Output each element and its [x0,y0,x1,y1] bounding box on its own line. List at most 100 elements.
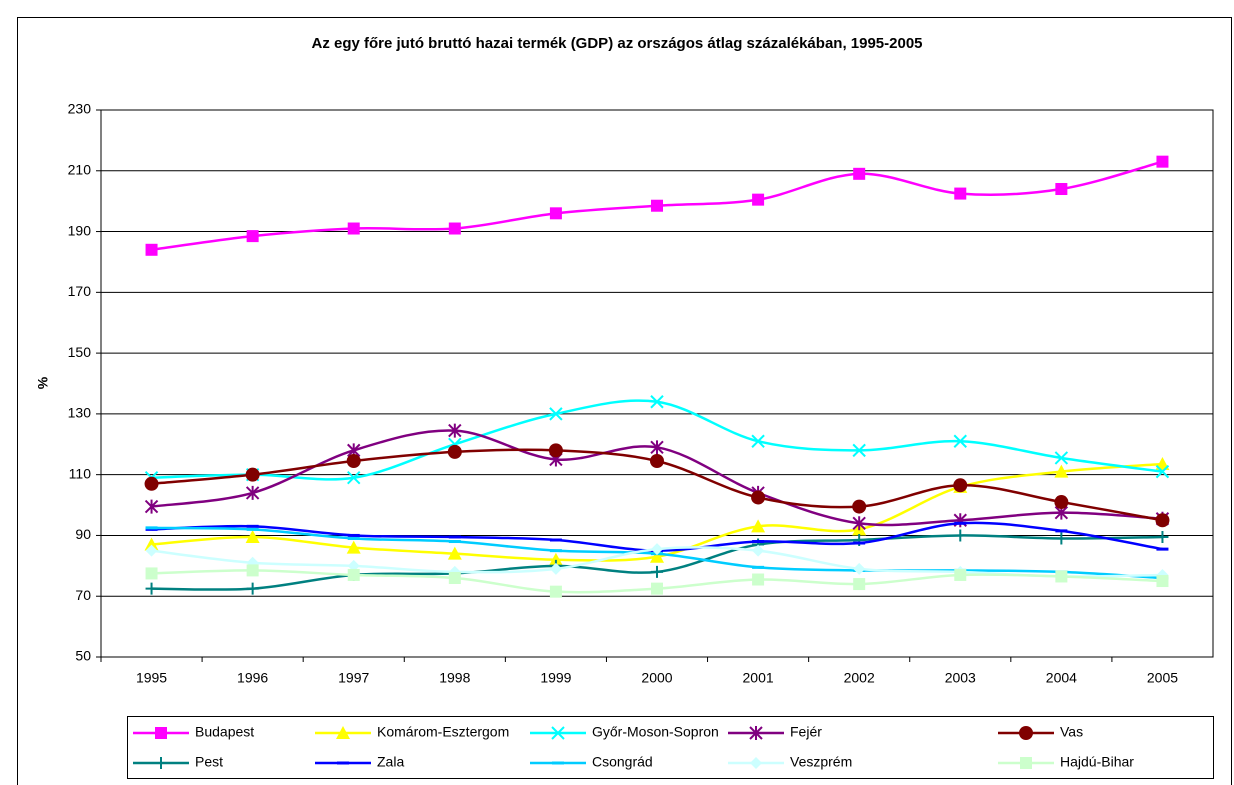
marker [1155,513,1170,528]
marker [853,167,866,180]
marker [853,562,866,575]
marker [548,552,563,566]
legend-label: Hajdú-Bihar [1060,754,1134,770]
marker [144,499,159,514]
y-tick-label: 50 [75,648,91,664]
marker [347,222,360,235]
marker [751,434,765,448]
x-tick-label: 2001 [743,670,774,686]
chart-title: Az egy főre jutó bruttó hazai termék (GD… [311,35,922,52]
marker [853,578,866,591]
legend-label: Veszprém [790,754,852,770]
marker [650,440,664,455]
y-tick-label: 90 [75,526,91,542]
y-tick-label: 210 [68,161,92,177]
marker [246,582,259,595]
marker [1054,495,1069,510]
marker [346,453,361,468]
x-tick-label: 1999 [540,670,571,686]
marker [749,726,763,740]
marker [336,726,350,739]
y-tick-label: 70 [75,587,91,603]
y-tick-label: 230 [68,101,92,117]
marker [549,207,562,220]
marker [347,568,360,581]
marker [144,476,159,491]
legend [127,716,1214,779]
marker [852,443,866,458]
marker [751,519,766,533]
x-tick-label: 2000 [641,670,672,686]
marker [548,443,563,458]
marker [245,467,260,482]
marker [650,453,664,468]
x-tick-label: 2002 [844,670,875,686]
marker [346,540,361,554]
y-tick-label: 170 [68,283,92,299]
marker [651,543,663,556]
marker [549,585,562,598]
marker [246,230,259,243]
x-tick-label: 2005 [1147,670,1178,686]
marker [1055,183,1068,196]
marker [650,395,664,409]
marker [246,564,259,577]
marker [954,187,967,200]
x-tick-label: 1995 [136,670,167,686]
marker [852,516,866,531]
marker [145,243,158,256]
marker [1156,155,1169,168]
marker [954,529,967,542]
x-tick-label: 1998 [439,670,470,686]
marker [752,573,765,586]
marker [448,571,461,584]
marker [752,193,765,206]
marker [145,582,158,595]
marker [145,567,158,580]
marker [155,757,167,769]
marker [347,559,360,572]
legend-label: Pest [195,754,223,770]
marker [954,568,967,581]
marker [752,544,765,557]
marker [1055,532,1068,545]
marker [144,537,159,551]
marker [155,727,167,739]
legend-label: Csongrád [592,754,653,770]
marker [852,499,867,514]
x-tick-label: 2003 [945,670,976,686]
x-tick-label: 1996 [237,670,268,686]
marker [447,444,462,459]
marker [1156,530,1169,543]
marker [1019,726,1033,740]
marker [1055,570,1068,583]
legend-label: Győr-Moson-Sopron [592,724,719,740]
y-axis-label: % [35,376,51,389]
marker [1054,451,1069,465]
marker [245,485,260,500]
marker [549,407,563,421]
x-tick-label: 2004 [1046,670,1077,686]
marker [751,490,766,505]
marker [245,529,260,543]
marker [651,565,663,578]
y-tick-label: 130 [68,405,92,421]
y-tick-label: 190 [68,222,92,238]
marker [347,470,361,485]
chart-frame [17,17,1232,785]
marker [448,423,462,438]
x-tick-label: 1997 [338,670,369,686]
marker [1155,464,1170,479]
plot-border [100,109,1214,658]
legend-label: Komárom-Esztergom [377,724,509,740]
marker [1054,464,1069,478]
marker [447,546,462,560]
legend-label: Fejér [790,724,822,740]
legend-label: Vas [1060,724,1083,740]
marker [953,434,967,448]
marker [953,478,968,493]
marker [145,544,158,557]
marker [651,199,663,212]
marker [551,726,565,740]
